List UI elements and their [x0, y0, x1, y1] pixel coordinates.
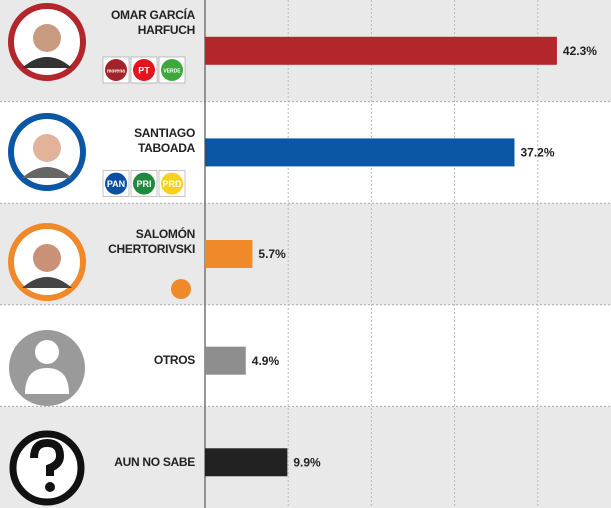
category-label: AUN NO SABE	[95, 455, 195, 470]
chart: 42.3% morena PT VERDE 37.2% PAN PRI PRD 5.7% 4.9%…	[0, 0, 611, 508]
value-label: 42.3%	[563, 44, 597, 58]
party-logo-text: morena	[107, 68, 125, 74]
category-label: OTROS	[95, 353, 195, 368]
party-logo-text: PAN	[107, 179, 125, 189]
value-label: 4.9%	[252, 354, 280, 368]
value-label: 37.2%	[520, 146, 554, 160]
category-label: SALOMÓN CHERTORIVSKI	[95, 227, 195, 257]
party-logo	[171, 279, 191, 299]
party-logo-text: PRD	[162, 179, 182, 189]
category-label: SANTIAGO TABOADA	[95, 126, 195, 156]
avatar-head	[35, 340, 59, 364]
question-dot	[45, 482, 55, 492]
value-label: 9.9%	[293, 455, 321, 469]
avatar-face	[33, 24, 61, 52]
bar	[205, 240, 252, 268]
category-label: OMAR GARCÍA HARFUCH	[95, 8, 195, 38]
party-logo-text: PRI	[136, 179, 151, 189]
bar	[205, 347, 246, 375]
bar	[205, 37, 557, 65]
bar	[205, 138, 514, 166]
value-label: 5.7%	[258, 247, 286, 261]
bar	[205, 448, 287, 476]
chart-canvas: 42.3% morena PT VERDE 37.2% PAN PRI PRD 5.7% 4.9%…	[0, 0, 611, 508]
row-background	[0, 203, 611, 305]
avatar-face	[33, 244, 61, 272]
avatar-face	[33, 134, 61, 162]
party-logo-text: VERDE	[163, 68, 181, 74]
party-logo-text: PT	[138, 65, 150, 75]
